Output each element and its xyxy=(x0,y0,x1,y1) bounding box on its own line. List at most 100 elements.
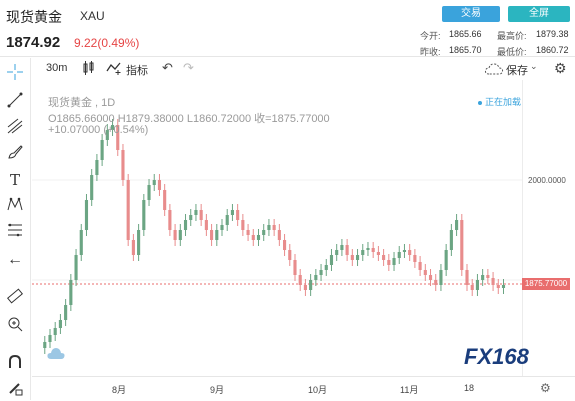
candle-body xyxy=(428,275,433,280)
candle-body xyxy=(345,245,349,255)
brand-logo: FX168 xyxy=(464,344,529,369)
indicators-icon[interactable] xyxy=(106,61,122,78)
candle-body xyxy=(293,260,297,275)
candle-body xyxy=(314,275,318,280)
price-chart[interactable] xyxy=(32,80,522,376)
save-dropdown-icon[interactable]: ⌄ xyxy=(530,61,538,71)
text-tool-icon[interactable]: T xyxy=(9,171,20,189)
high-label: 最高价: xyxy=(497,31,527,41)
current-price: 1874.92 xyxy=(6,34,61,51)
candle-body xyxy=(48,335,52,342)
candle-body xyxy=(382,255,386,260)
candle-body xyxy=(486,275,490,278)
candle-body xyxy=(251,235,255,240)
pattern-icon[interactable] xyxy=(4,196,26,216)
candle-body xyxy=(402,250,407,252)
candle-body xyxy=(397,252,401,258)
crosshair-icon[interactable] xyxy=(4,64,26,84)
candle-style-icon[interactable] xyxy=(82,60,96,79)
candle-body xyxy=(230,210,234,215)
candle-body xyxy=(481,275,485,280)
candle-body xyxy=(439,270,443,285)
price-change: 9.22(0.49%) xyxy=(74,36,140,50)
candle-body xyxy=(168,210,172,230)
candle-body xyxy=(204,220,208,230)
candle-body xyxy=(173,230,177,240)
candle-body xyxy=(465,270,469,285)
candle-body xyxy=(501,285,506,288)
candle-body xyxy=(309,280,313,290)
candle-body xyxy=(246,230,250,235)
candle-body xyxy=(455,220,459,230)
candle-body xyxy=(121,150,125,180)
candle-body xyxy=(298,275,302,285)
candle-body xyxy=(262,230,266,235)
save-button[interactable]: 保存 xyxy=(506,65,528,77)
candle-body xyxy=(449,230,453,250)
x-tick-label: 10月 xyxy=(308,385,328,395)
settings-gear-icon[interactable]: ⚙ xyxy=(554,60,567,76)
candle-body xyxy=(475,280,479,290)
low-value: 1860.72 xyxy=(536,45,569,55)
instrument-code: XAU xyxy=(80,9,105,23)
candle-body xyxy=(58,320,62,328)
fib-icon[interactable] xyxy=(4,222,26,242)
candle-body xyxy=(215,230,219,240)
candle-body xyxy=(69,280,73,305)
price-axis[interactable] xyxy=(522,80,575,376)
prev-close-value: 1865.70 xyxy=(449,45,482,55)
fullscreen-button[interactable]: 全屏 xyxy=(508,6,570,22)
cloud-icon[interactable] xyxy=(484,62,504,78)
chart-legend-title: 现货黄金 , 1D xyxy=(48,97,116,109)
lock-pencil-icon[interactable] xyxy=(4,380,26,400)
candle-body xyxy=(256,235,261,240)
zoom-in-icon[interactable] xyxy=(4,316,26,336)
x-tick-label: 9月 xyxy=(210,385,225,395)
magnet-icon[interactable] xyxy=(4,354,26,374)
candle-body xyxy=(408,250,412,255)
candle-body xyxy=(371,248,375,252)
candle-body xyxy=(84,200,89,230)
candle-body xyxy=(152,180,156,185)
brush-icon[interactable] xyxy=(4,144,26,164)
chart-delta: +10.07000 (+0.54%) xyxy=(48,124,149,136)
candle-body xyxy=(225,215,229,225)
candle-body xyxy=(288,250,292,260)
chart-ohlc: O1865.66000 H1879.38000 L1860.72000 收=18… xyxy=(48,113,330,125)
back-arrow-icon[interactable]: ← xyxy=(7,251,23,268)
candle-body xyxy=(355,255,360,260)
candle-body xyxy=(335,250,339,255)
high-value: 1879.38 xyxy=(536,29,569,39)
candle-body xyxy=(43,342,47,348)
candle-body xyxy=(116,125,120,150)
candle-body xyxy=(366,248,370,250)
candle-body xyxy=(387,260,391,265)
candle-body xyxy=(183,220,188,230)
candle-body xyxy=(319,270,323,275)
candle-body xyxy=(434,280,438,285)
pitchfork-icon[interactable] xyxy=(4,118,26,138)
redo-icon[interactable]: ↷ xyxy=(183,60,194,75)
trade-button[interactable]: 交易 xyxy=(442,6,500,22)
candle-body xyxy=(491,278,495,285)
trend-line-icon[interactable] xyxy=(4,92,26,112)
indicators-button[interactable]: 指标 xyxy=(126,65,148,77)
undo-icon[interactable]: ↶ xyxy=(162,60,173,75)
candle-body xyxy=(324,265,328,270)
y-tick-label: 2000.0000 xyxy=(528,176,566,185)
candle-body xyxy=(147,185,151,200)
axis-settings-gear-icon[interactable]: ⚙ xyxy=(540,381,551,395)
candle-body xyxy=(178,230,182,240)
candle-body xyxy=(105,130,109,140)
candle-body xyxy=(272,225,276,230)
candle-body xyxy=(350,255,354,260)
candle-body xyxy=(210,230,214,240)
ruler-icon[interactable] xyxy=(4,288,26,308)
open-value: 1865.66 xyxy=(449,29,482,39)
interval-button[interactable]: 30m xyxy=(46,62,68,74)
open-label: 今开: xyxy=(420,31,441,41)
candle-body xyxy=(376,252,380,255)
instrument-name: 现货黄金 xyxy=(6,9,62,25)
candle-body xyxy=(241,220,245,230)
candle-body xyxy=(470,285,474,290)
